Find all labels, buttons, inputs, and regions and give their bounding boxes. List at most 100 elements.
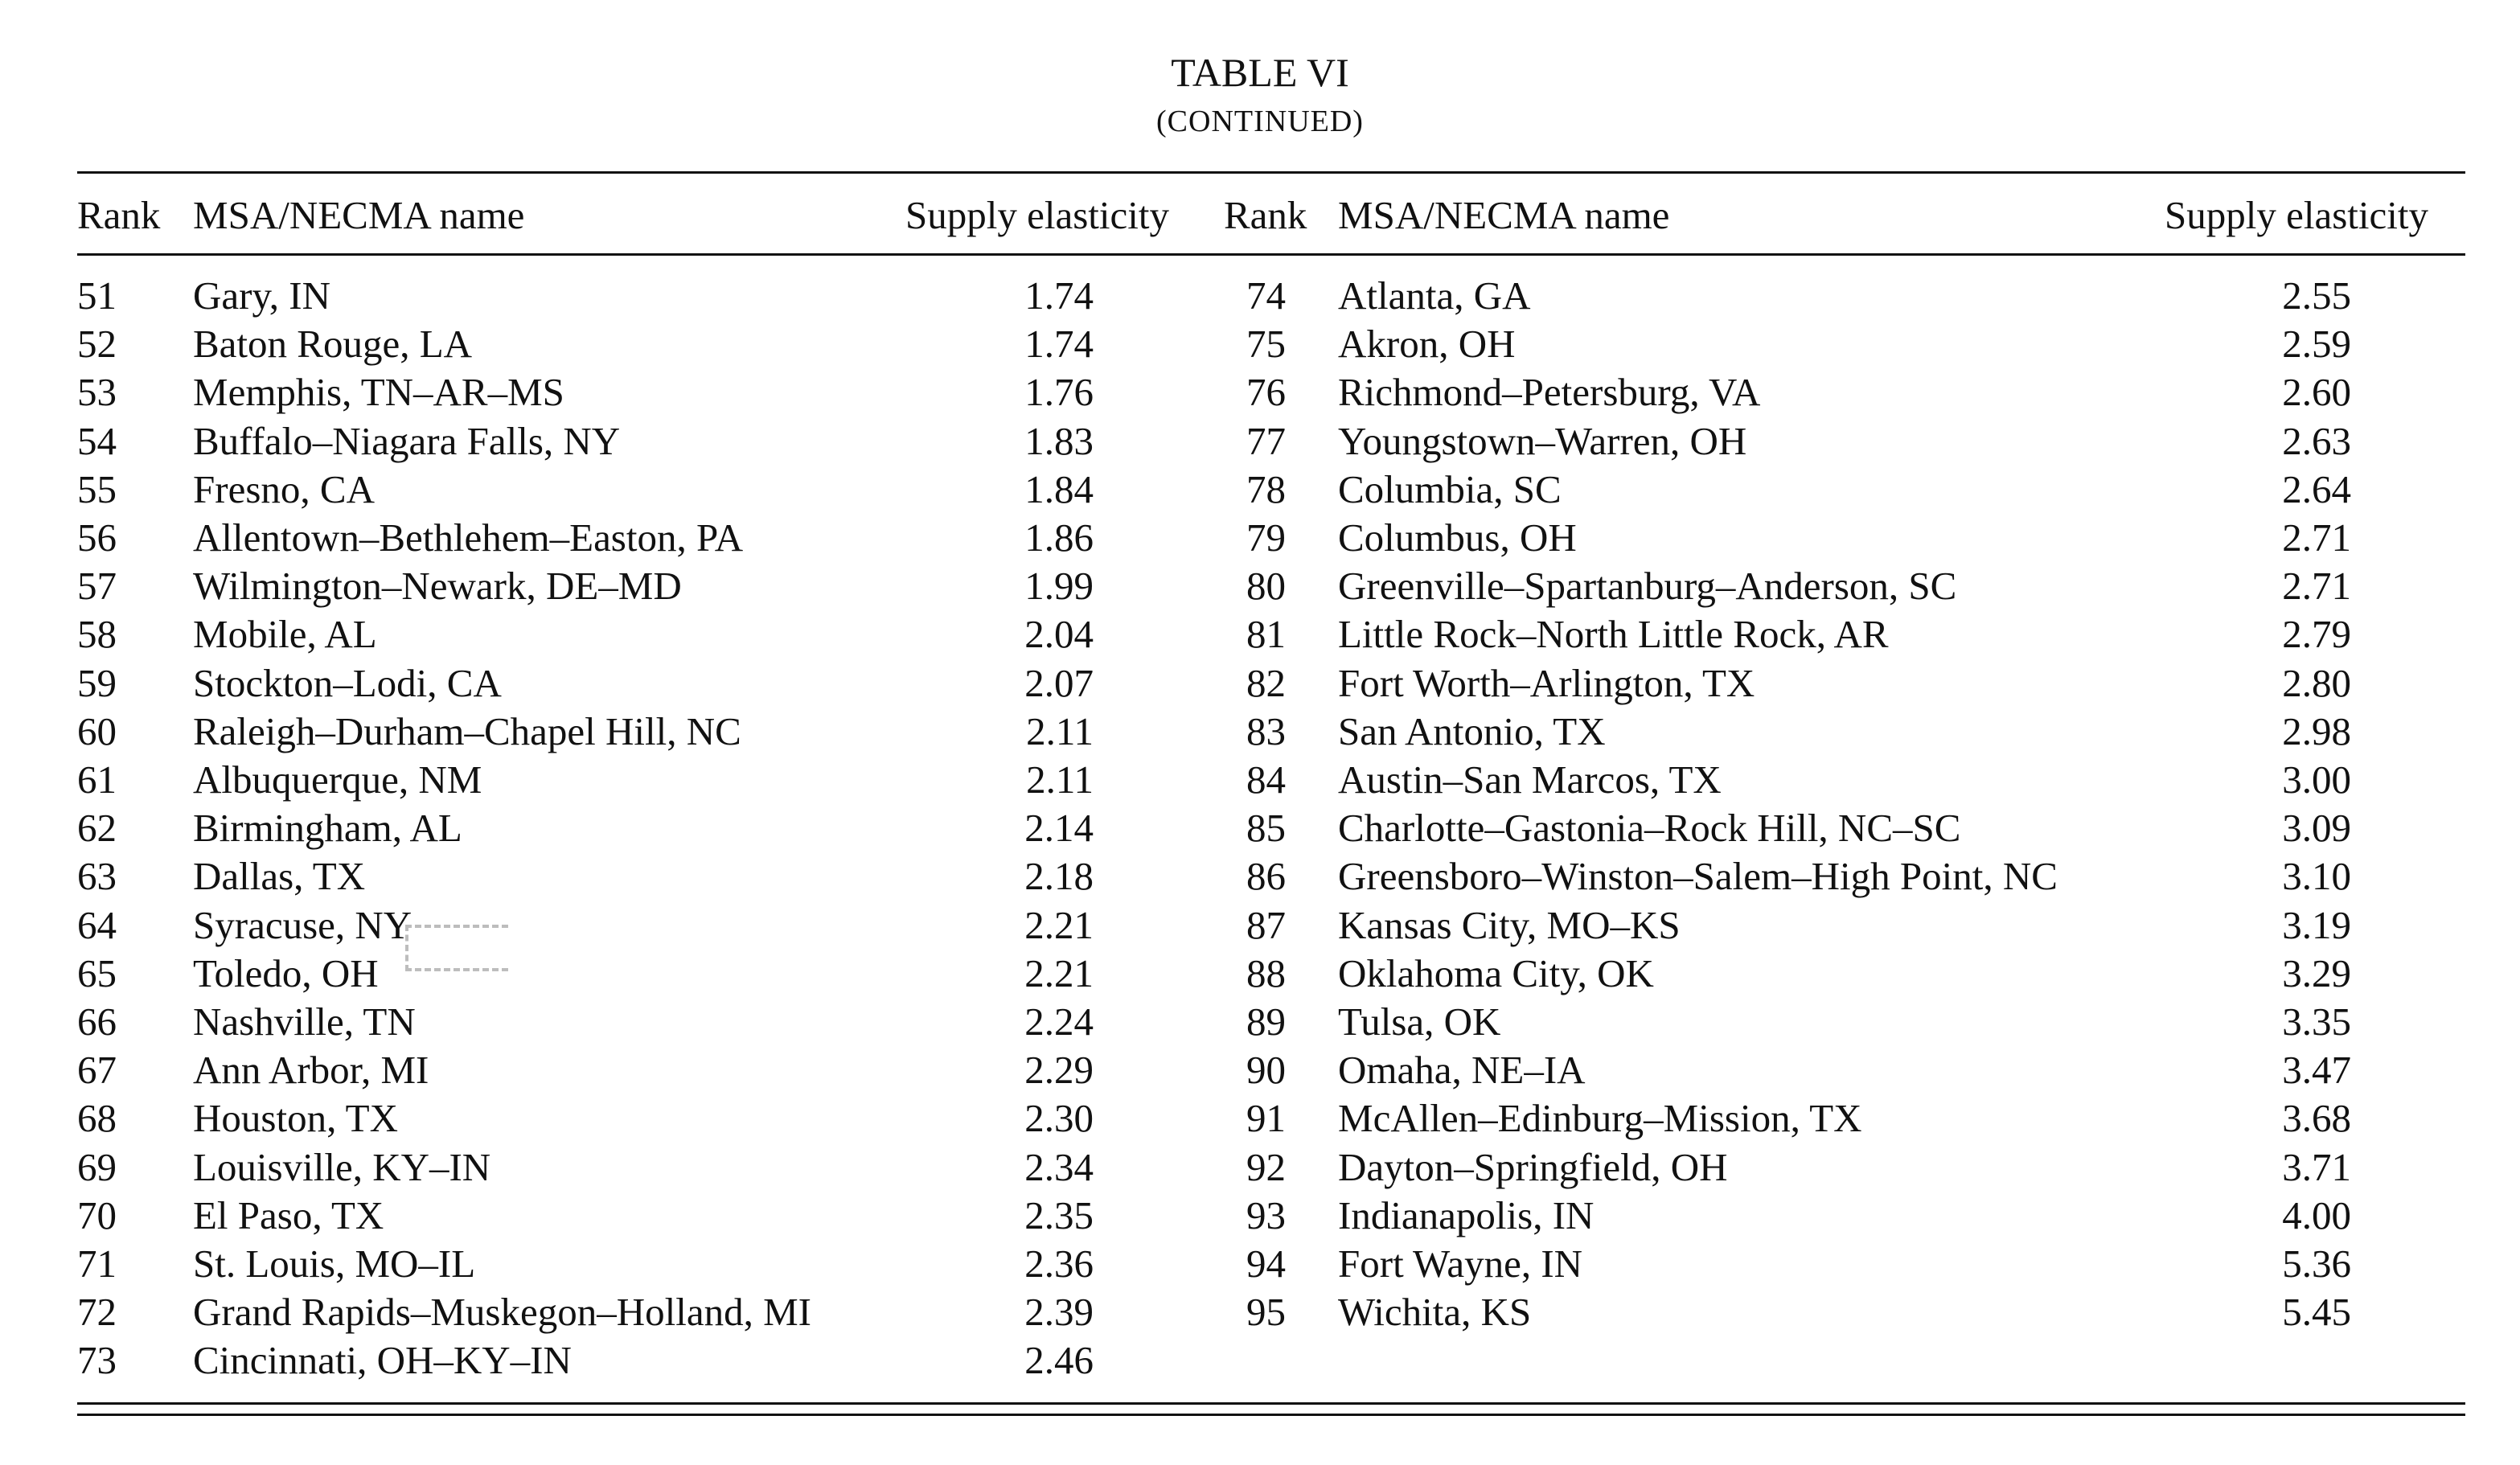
left-name-cell: Birmingham, AL (193, 806, 462, 850)
right-name-cell: Greenville–Spartanburg–Anderson, SC (1338, 564, 1957, 608)
left-elasticity-cell: 1.74 (1024, 273, 1094, 318)
right-name-cell: Indianapolis, IN (1338, 1193, 1594, 1237)
left-name-cell: El Paso, TX (193, 1193, 384, 1237)
right-rank-cell: 95 (1246, 1290, 1286, 1334)
right-rank-cell: 82 (1246, 661, 1286, 705)
left-name-cell: Cincinnati, OH–KY–IN (193, 1338, 572, 1382)
right-rank-cell: 84 (1246, 757, 1286, 802)
left-rank-cell: 66 (77, 999, 117, 1044)
right-rank-cell: 86 (1246, 854, 1286, 898)
right-rank-cell: 88 (1246, 951, 1286, 995)
right-elasticity-cell: 3.10 (2282, 854, 2351, 898)
left-name-cell: Albuquerque, NM (193, 757, 482, 802)
right-rank-cell: 90 (1246, 1048, 1286, 1092)
right-rank-cell: 80 (1246, 564, 1286, 608)
right-name-cell: Dayton–Springfield, OH (1338, 1145, 1728, 1189)
header-rule (77, 253, 2465, 256)
right-name-cell: Atlanta, GA (1338, 273, 1531, 318)
right-name-cell: Richmond–Petersburg, VA (1338, 370, 1761, 414)
left-rank-cell: 65 (77, 951, 117, 995)
header-elasticity-right: Supply elasticity (2165, 193, 2428, 237)
left-elasticity-cell: 1.83 (1024, 419, 1094, 463)
left-elasticity-cell: 2.34 (1024, 1145, 1094, 1189)
right-rank-cell: 75 (1246, 322, 1286, 366)
bottom-rule-1 (77, 1402, 2465, 1405)
right-name-cell: Columbia, SC (1338, 467, 1562, 511)
right-elasticity-cell: 3.29 (2282, 951, 2351, 995)
right-name-cell: McAllen–Edinburg–Mission, TX (1338, 1096, 1862, 1140)
left-rank-cell: 73 (77, 1338, 117, 1382)
right-elasticity-cell: 2.59 (2282, 322, 2351, 366)
left-elasticity-cell: 1.76 (1024, 370, 1094, 414)
right-elasticity-cell: 2.98 (2282, 709, 2351, 753)
left-rank-cell: 56 (77, 515, 117, 560)
left-rank-cell: 55 (77, 467, 117, 511)
right-rank-cell: 94 (1246, 1241, 1286, 1286)
left-name-cell: Nashville, TN (193, 999, 416, 1044)
table-title: TABLE VI (1171, 50, 1349, 95)
left-rank-cell: 71 (77, 1241, 117, 1286)
right-name-cell: Akron, OH (1338, 322, 1516, 366)
right-elasticity-cell: 3.19 (2282, 903, 2351, 947)
left-elasticity-cell: 2.30 (1024, 1096, 1094, 1140)
left-elasticity-cell: 1.84 (1024, 467, 1094, 511)
left-elasticity-cell: 2.35 (1024, 1193, 1094, 1237)
left-elasticity-cell: 2.21 (1024, 903, 1094, 947)
left-rank-cell: 67 (77, 1048, 117, 1092)
left-elasticity-cell: 2.39 (1024, 1290, 1094, 1334)
right-elasticity-cell: 3.68 (2282, 1096, 2351, 1140)
left-rank-cell: 58 (77, 612, 117, 656)
left-name-cell: Syracuse, NY (193, 903, 412, 947)
left-name-cell: Toledo, OH (193, 951, 379, 995)
left-elasticity-cell: 2.36 (1024, 1241, 1094, 1286)
right-name-cell: San Antonio, TX (1338, 709, 1606, 753)
right-name-cell: Omaha, NE–IA (1338, 1048, 1586, 1092)
right-name-cell: Tulsa, OK (1338, 999, 1501, 1044)
left-elasticity-cell: 2.21 (1024, 951, 1094, 995)
left-rank-cell: 51 (77, 273, 117, 318)
left-rank-cell: 70 (77, 1193, 117, 1237)
left-name-cell: Stockton–Lodi, CA (193, 661, 502, 705)
right-rank-cell: 77 (1246, 419, 1286, 463)
bottom-rule-2 (77, 1414, 2465, 1416)
right-elasticity-cell: 3.35 (2282, 999, 2351, 1044)
right-elasticity-cell: 2.71 (2282, 564, 2351, 608)
left-elasticity-cell: 2.18 (1024, 854, 1094, 898)
left-elasticity-cell: 2.07 (1024, 661, 1094, 705)
right-name-cell: Little Rock–North Little Rock, AR (1338, 612, 1889, 656)
right-name-cell: Wichita, KS (1338, 1290, 1532, 1334)
right-name-cell: Fort Worth–Arlington, TX (1338, 661, 1755, 705)
right-elasticity-cell: 2.79 (2282, 612, 2351, 656)
right-elasticity-cell: 5.36 (2282, 1241, 2351, 1286)
left-name-cell: Baton Rouge, LA (193, 322, 473, 366)
right-name-cell: Columbus, OH (1338, 515, 1577, 560)
left-rank-cell: 61 (77, 757, 117, 802)
left-rank-cell: 62 (77, 806, 117, 850)
header-rank-right: Rank (1224, 193, 1307, 237)
table-subtitle: (CONTINUED) (1156, 105, 1364, 138)
header-name-left: MSA/NECMA name (193, 193, 525, 237)
left-name-cell: Houston, TX (193, 1096, 399, 1140)
header-rank-left: Rank (77, 193, 161, 237)
left-name-cell: Louisville, KY–IN (193, 1145, 491, 1189)
right-elasticity-cell: 4.00 (2282, 1193, 2351, 1237)
right-elasticity-cell: 2.80 (2282, 661, 2351, 705)
right-rank-cell: 79 (1246, 515, 1286, 560)
left-name-cell: St. Louis, MO–IL (193, 1241, 476, 1286)
left-name-cell: Memphis, TN–AR–MS (193, 370, 564, 414)
left-rank-cell: 57 (77, 564, 117, 608)
right-rank-cell: 74 (1246, 273, 1286, 318)
right-rank-cell: 81 (1246, 612, 1286, 656)
right-elasticity-cell: 3.09 (2282, 806, 2351, 850)
left-name-cell: Allentown–Bethlehem–Easton, PA (193, 515, 744, 560)
right-name-cell: Greensboro–Winston–Salem–High Point, NC (1338, 854, 2058, 898)
left-name-cell: Gary, IN (193, 273, 330, 318)
right-name-cell: Youngstown–Warren, OH (1338, 419, 1747, 463)
left-elasticity-cell: 1.86 (1024, 515, 1094, 560)
left-name-cell: Fresno, CA (193, 467, 375, 511)
left-elasticity-cell: 2.11 (1026, 757, 1094, 802)
right-rank-cell: 78 (1246, 467, 1286, 511)
left-rank-cell: 63 (77, 854, 117, 898)
right-elasticity-cell: 2.71 (2282, 515, 2351, 560)
left-elasticity-cell: 2.14 (1024, 806, 1094, 850)
